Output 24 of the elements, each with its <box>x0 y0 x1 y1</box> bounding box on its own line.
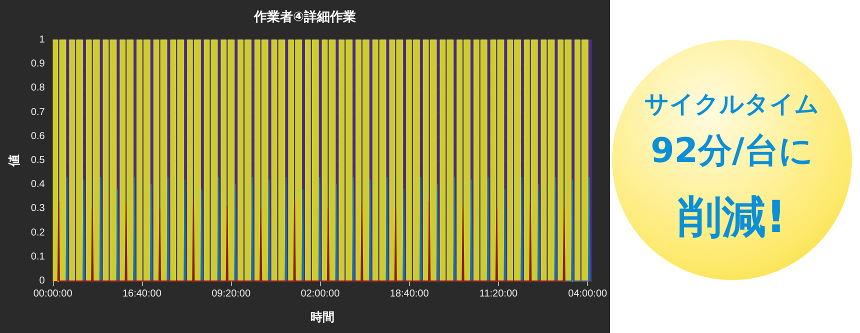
x-tick-label: 11:20:00 <box>479 288 518 300</box>
text: 92分/台に <box>650 130 814 173</box>
x-tick-label: 02:00:00 <box>300 288 340 300</box>
y-tick-label: 0.1 <box>30 251 46 262</box>
y-tick-label: 0.2 <box>30 227 46 238</box>
y-tick-label: 0.5 <box>30 155 46 166</box>
text: サイクルタイム <box>644 89 820 120</box>
y-tick-label: 0.8 <box>30 82 46 94</box>
x-tick-label: 16:40:00 <box>122 288 162 300</box>
text: 削減! <box>676 191 788 245</box>
x-axis-title: 時間 <box>310 310 334 324</box>
y-tick-label: 1 <box>39 34 46 46</box>
y-tick-label: 0.9 <box>30 58 46 70</box>
y-tick-label: 0 <box>39 276 46 286</box>
x-tick-label: 04:00:00 <box>568 288 608 300</box>
y-tick-label: 0.6 <box>30 130 46 142</box>
y-tick-label: 0.7 <box>30 106 46 118</box>
x-tick-label: 09:20:00 <box>212 288 251 300</box>
x-tick-label: 00:00:00 <box>33 288 73 300</box>
y-axis-title: 値 <box>7 154 21 168</box>
x-tick-label: 18:40:00 <box>390 288 430 300</box>
chart-title: 作業者④詳細作業 <box>252 9 356 25</box>
y-tick-label: 0.4 <box>30 179 46 190</box>
y-tick-label: 0.3 <box>30 203 46 214</box>
